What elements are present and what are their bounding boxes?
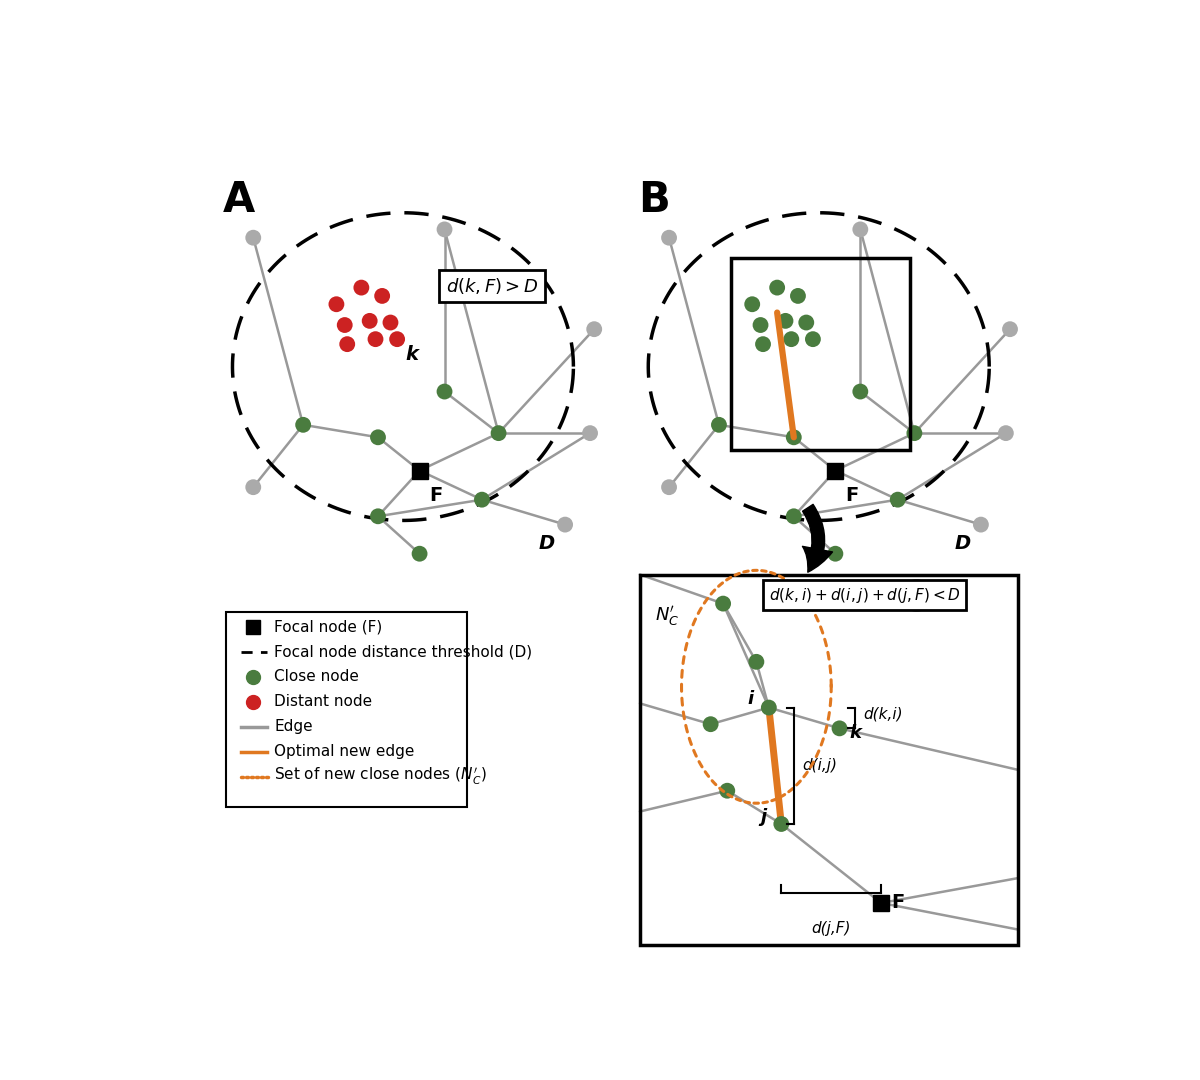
Point xyxy=(701,716,720,733)
Text: Focal node (F): Focal node (F) xyxy=(274,620,383,634)
Point xyxy=(709,416,728,433)
Point xyxy=(244,478,263,496)
Text: F: F xyxy=(892,893,905,913)
Text: Set of new close nodes ($N_C'$): Set of new close nodes ($N_C'$) xyxy=(274,766,487,787)
Point xyxy=(803,330,822,348)
Text: B: B xyxy=(638,179,670,221)
Point xyxy=(1001,321,1020,338)
Point xyxy=(335,316,354,334)
Text: $N_C'$: $N_C'$ xyxy=(655,604,679,629)
Point xyxy=(584,321,604,338)
Point xyxy=(784,429,803,446)
Text: d(j,F): d(j,F) xyxy=(811,921,851,936)
Point xyxy=(488,424,508,442)
Point xyxy=(888,491,907,509)
Text: Optimal new edge: Optimal new edge xyxy=(274,744,414,759)
Point xyxy=(244,229,263,246)
Bar xyxy=(226,612,467,808)
Point xyxy=(326,296,346,313)
Point xyxy=(851,383,870,401)
Point xyxy=(754,336,773,353)
Point xyxy=(337,336,356,353)
Text: D: D xyxy=(954,535,971,553)
Text: $d(k,F) > D$: $d(k,F) > D$ xyxy=(445,276,539,296)
Point xyxy=(434,383,454,401)
Point xyxy=(434,220,454,238)
Point xyxy=(368,508,388,525)
Point xyxy=(830,719,850,737)
Text: Close node: Close node xyxy=(274,670,359,685)
Point xyxy=(581,424,600,442)
Text: k: k xyxy=(850,724,862,742)
FancyArrowPatch shape xyxy=(803,504,833,572)
Point xyxy=(360,312,379,329)
Point xyxy=(797,314,816,332)
Point xyxy=(971,516,990,534)
Point xyxy=(743,296,762,313)
Point xyxy=(294,416,313,433)
Point xyxy=(905,424,924,442)
Point xyxy=(781,330,800,348)
Bar xyxy=(732,258,911,449)
Bar xyxy=(640,575,1019,945)
Text: j: j xyxy=(761,808,767,826)
Point xyxy=(660,229,679,246)
Point xyxy=(556,516,575,534)
Point xyxy=(718,782,737,799)
Point xyxy=(776,312,796,329)
Point xyxy=(380,314,400,332)
Text: d(i,j): d(i,j) xyxy=(802,758,838,773)
Text: F: F xyxy=(430,486,443,504)
Text: D: D xyxy=(539,535,554,553)
Text: i: i xyxy=(748,690,754,708)
Text: Distant node: Distant node xyxy=(274,694,372,710)
Point xyxy=(784,508,803,525)
Text: k: k xyxy=(406,345,419,364)
Text: Edge: Edge xyxy=(274,719,313,734)
Text: A: A xyxy=(222,179,254,221)
Point xyxy=(372,287,391,305)
Point xyxy=(851,220,870,238)
Point xyxy=(410,545,430,563)
Point xyxy=(660,478,679,496)
Point xyxy=(368,429,388,446)
Point xyxy=(996,424,1015,442)
Text: $d(k,i) + d(i,j) + d(j,F) < D$: $d(k,i) + d(i,j) + d(j,F) < D$ xyxy=(768,585,960,605)
Point xyxy=(772,815,791,833)
Text: d(k,i): d(k,i) xyxy=(863,706,902,721)
Point xyxy=(760,699,779,716)
Point xyxy=(768,279,787,296)
Point xyxy=(714,595,733,612)
Point xyxy=(826,545,845,563)
Point xyxy=(751,316,770,334)
Point xyxy=(388,330,407,348)
Point xyxy=(352,279,371,296)
Text: C: C xyxy=(898,579,929,621)
Point xyxy=(788,287,808,305)
Text: F: F xyxy=(845,486,859,504)
Point xyxy=(746,653,766,671)
Text: Focal node distance threshold (D): Focal node distance threshold (D) xyxy=(274,645,532,660)
Point xyxy=(366,330,385,348)
Point xyxy=(473,491,492,509)
